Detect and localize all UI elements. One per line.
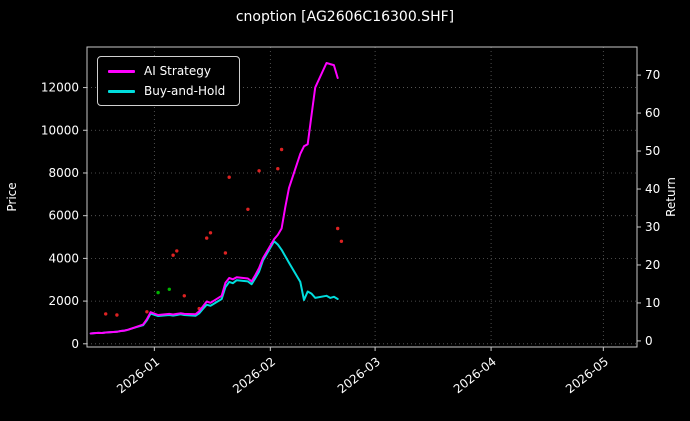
- trade-marker-dot: [246, 207, 250, 211]
- legend-item-ai-strategy: AI Strategy: [108, 65, 225, 77]
- buy-and-hold-line-swatch: [108, 89, 135, 93]
- date-tick-label: 2026-05: [563, 354, 611, 396]
- trade-marker-dot: [182, 294, 186, 298]
- trade-marker-dot: [223, 251, 228, 255]
- price-tick-label: 6000: [48, 209, 79, 223]
- chart-title: cnoption [AG2606C16300.SHF]: [235, 9, 455, 25]
- legend: AI Strategy Buy-and-Hold: [97, 56, 241, 106]
- trade-marker-dot: [279, 147, 284, 152]
- date-tick-label: 2026-03: [335, 354, 383, 396]
- trade-marker-dot: [115, 313, 119, 317]
- trade-marker-dot: [156, 290, 160, 295]
- price-tick-label: 4000: [48, 251, 79, 265]
- trade-marker-dot: [339, 239, 344, 243]
- trade-marker-dot: [104, 312, 108, 316]
- date-tick-label: 2026-01: [114, 354, 162, 396]
- return-tick-label: 70: [645, 68, 660, 82]
- trade-marker-dot: [257, 169, 261, 173]
- price-tick-label: 0: [71, 337, 79, 351]
- legend-label-buy-and-hold: Buy-and-Hold: [144, 84, 226, 98]
- trade-marker-dot: [171, 253, 175, 257]
- return-tick-label: 10: [645, 296, 660, 310]
- ai-strategy-line: [89, 62, 339, 335]
- date-tick-label: 2026-02: [230, 354, 278, 396]
- return-tick-label: 20: [645, 258, 660, 272]
- trade-marker-dot: [227, 175, 231, 179]
- trade-marker-dot: [145, 310, 149, 314]
- trade-marker-dot: [208, 231, 213, 235]
- y-axis-label-return: Return: [664, 177, 678, 217]
- trade-marker-dot: [276, 167, 280, 171]
- buy-and-hold-line: [89, 240, 339, 335]
- legend-label-ai-strategy: AI Strategy: [144, 64, 211, 78]
- trade-marker-dot: [167, 287, 171, 291]
- price-tick-label: 2000: [48, 294, 79, 308]
- y-axis-label-price: Price: [5, 182, 19, 211]
- series-lines: [89, 62, 339, 335]
- trade-markers: [104, 147, 344, 317]
- plot-frame-group: [86, 46, 638, 348]
- price-tick-label: 12000: [41, 81, 79, 95]
- tick-marks: [83, 74, 641, 351]
- legend-item-buy-and-hold: Buy-and-Hold: [108, 85, 225, 97]
- date-tick-label: 2026-04: [451, 354, 499, 396]
- trade-marker-dot: [336, 226, 340, 231]
- return-tick-label: 50: [645, 144, 660, 158]
- ai-strategy-line-swatch: [108, 69, 135, 73]
- return-tick-label: 40: [645, 182, 660, 196]
- trade-marker-dot: [175, 249, 179, 253]
- return-tick-label: 60: [645, 106, 660, 120]
- price-tick-label: 10000: [41, 123, 79, 137]
- price-tick-label: 8000: [48, 166, 79, 180]
- return-tick-label: 30: [645, 220, 660, 234]
- plot-frame: [86, 46, 638, 348]
- trade-marker-dot: [205, 236, 209, 240]
- return-tick-label: 0: [645, 334, 653, 348]
